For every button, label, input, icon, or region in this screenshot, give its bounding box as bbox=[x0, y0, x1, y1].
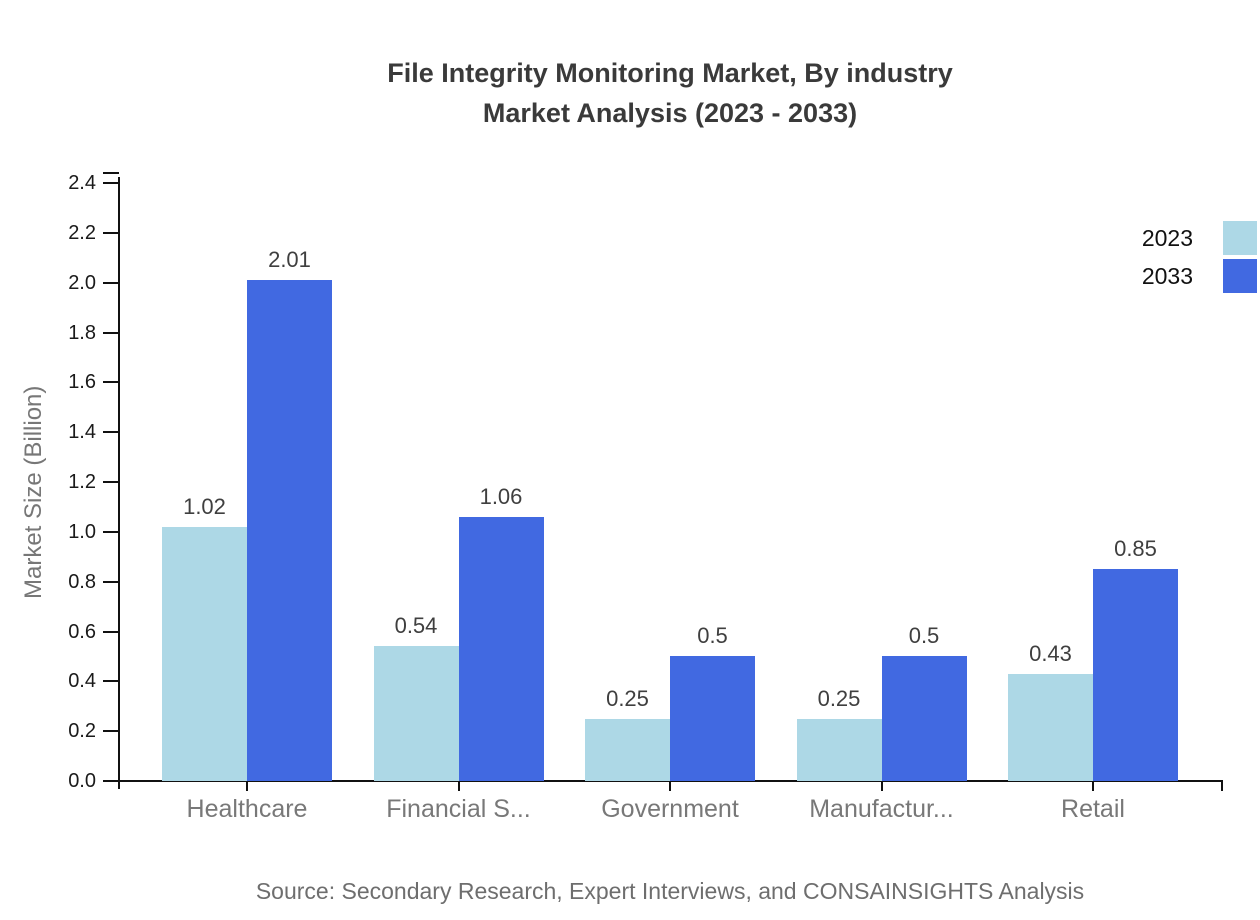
y-tick-label: 0.4 bbox=[68, 670, 96, 693]
bar-2033-Healthcare bbox=[247, 280, 332, 781]
y-tick-label: 2.4 bbox=[68, 172, 96, 194]
x-category-label-5: Retail bbox=[1061, 795, 1125, 823]
bar-value-label: 2.01 bbox=[268, 247, 311, 273]
y-tick-label: 1.4 bbox=[68, 421, 96, 444]
y-tick-label: 1.0 bbox=[68, 520, 96, 543]
y-tick-mark bbox=[103, 381, 119, 384]
y-tick-label: 2.0 bbox=[68, 271, 96, 294]
bar-value-label: 0.25 bbox=[606, 685, 649, 711]
y-tick-label: 0.8 bbox=[68, 570, 96, 593]
x-category-label-1: Healthcare bbox=[186, 795, 308, 823]
legend-label-2023: 2023 bbox=[1141, 224, 1193, 251]
y-tick-mark bbox=[103, 231, 119, 234]
bar-2033-Government bbox=[670, 656, 755, 781]
bar-value-label: 0.43 bbox=[1029, 640, 1072, 666]
x-category-label-2: Financial S... bbox=[386, 795, 531, 823]
x-axis-line bbox=[118, 780, 1223, 782]
chart-title: File Integrity Monitoring Market, By ind… bbox=[80, 53, 1260, 133]
x-tick-mark bbox=[669, 782, 671, 791]
chart-title-line2: Market Analysis (2023 - 2033) bbox=[482, 98, 858, 128]
legend-swatch-2023 bbox=[1223, 221, 1257, 255]
y-axis-line bbox=[118, 177, 120, 789]
legend-item-2023[interactable]: 2023 bbox=[1141, 221, 1257, 255]
x-tick-mark bbox=[880, 782, 883, 791]
y-tick-mark bbox=[103, 481, 119, 483]
y-tick-label: 0.0 bbox=[68, 770, 96, 792]
y-tick-label: 0.6 bbox=[68, 620, 96, 643]
bar-2023-Healthcare bbox=[162, 526, 247, 781]
y-tick-mark bbox=[103, 580, 119, 583]
legend: 2023 2033 bbox=[1141, 221, 1257, 293]
chart-title-line1: File Integrity Monitoring Market, By ind… bbox=[387, 58, 953, 88]
x-tick-mark bbox=[246, 782, 248, 791]
bar-2033-Manufactur... bbox=[881, 656, 967, 781]
x-category-label-4: Manufactur... bbox=[809, 795, 954, 823]
y-tick-mark bbox=[103, 630, 119, 633]
y-tick-mark bbox=[103, 730, 119, 733]
bar-2023-Financial S... bbox=[373, 646, 459, 781]
bar-value-label: 1.06 bbox=[479, 483, 523, 509]
bar-value-label: 0.5 bbox=[908, 623, 940, 649]
bar-2023-Government bbox=[585, 718, 670, 781]
legend-item-2033[interactable]: 2033 bbox=[1141, 259, 1257, 293]
legend-label-2033: 2033 bbox=[1141, 262, 1193, 289]
y-tick-label: 2.2 bbox=[68, 221, 96, 244]
x-tick-mark bbox=[1092, 782, 1094, 791]
x-category-label-3: Government bbox=[601, 795, 739, 823]
bar-2033-Financial S... bbox=[458, 516, 544, 781]
y-axis-end-cap bbox=[103, 171, 119, 174]
bar-2033-Retail bbox=[1093, 569, 1178, 781]
x-axis-end-tick bbox=[1221, 782, 1223, 791]
bar-value-label: 0.85 bbox=[1114, 536, 1157, 562]
legend-swatch-2033 bbox=[1223, 259, 1257, 293]
y-tick-label: 1.2 bbox=[68, 471, 96, 493]
y-tick-mark bbox=[103, 281, 119, 284]
y-tick-label: 1.8 bbox=[68, 321, 96, 344]
y-tick-mark bbox=[103, 780, 119, 782]
y-tick-label: 1.6 bbox=[68, 371, 96, 394]
y-tick-mark bbox=[103, 530, 119, 533]
y-tick-mark bbox=[103, 331, 119, 334]
bar-2023-Retail bbox=[1008, 673, 1093, 781]
y-tick-mark bbox=[103, 431, 119, 434]
y-tick-label: 0.2 bbox=[68, 720, 96, 743]
bar-value-label: 0.25 bbox=[817, 685, 861, 711]
bar-value-label: 0.5 bbox=[697, 623, 728, 649]
bar-value-label: 0.54 bbox=[394, 613, 438, 639]
y-tick-mark bbox=[103, 182, 119, 184]
y-tick-mark bbox=[103, 680, 119, 683]
x-tick-mark bbox=[457, 782, 460, 791]
bar-2023-Manufactur... bbox=[796, 718, 882, 781]
source-note: Source: Secondary Research, Expert Inter… bbox=[255, 878, 1085, 904]
bar-value-label: 1.02 bbox=[183, 493, 226, 519]
